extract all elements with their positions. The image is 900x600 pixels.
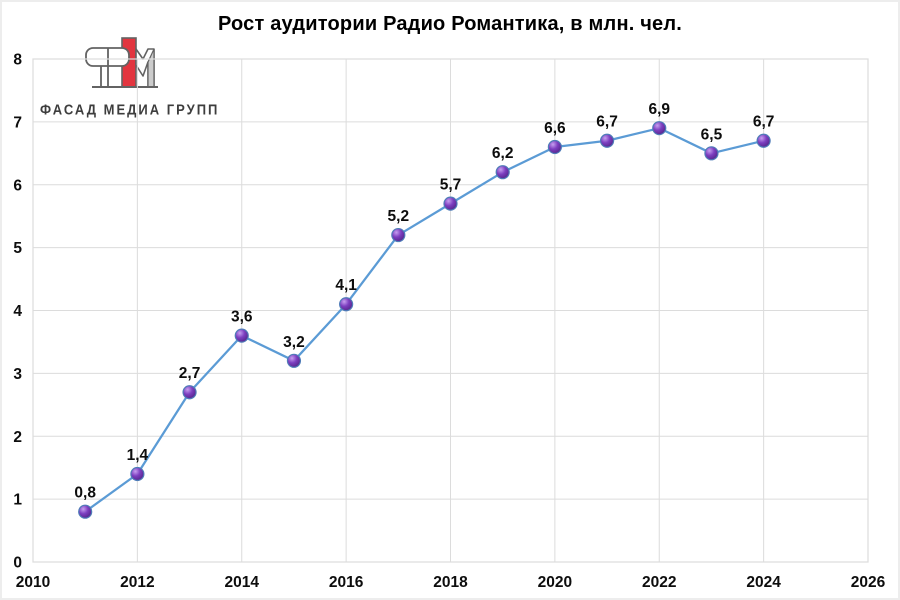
y-axis-tick-label: 0: [13, 555, 22, 572]
series-line: [84, 127, 764, 513]
data-point-label: 6,9: [648, 101, 670, 118]
y-axis-tick-label: 4: [13, 303, 22, 320]
data-point-label: 3,6: [231, 309, 253, 326]
data-point-label: 2,7: [179, 365, 201, 382]
data-point-label: 6,6: [544, 120, 566, 137]
y-axis-tick-label: 1: [13, 492, 22, 509]
series-layer: [78, 121, 771, 519]
x-axis-tick-label: 2024: [746, 574, 781, 591]
data-point-marker: [391, 227, 406, 243]
data-point-label: 5,7: [440, 177, 462, 194]
data-point-label: 5,2: [388, 208, 410, 225]
data-point-marker: [704, 146, 719, 161]
data-point-marker: [599, 133, 615, 148]
x-axis-tick-label: 2016: [329, 574, 364, 591]
data-point-marker: [495, 165, 510, 180]
x-axis-tick-label: 2014: [225, 574, 260, 591]
y-axis-tick-label: 5: [13, 240, 22, 257]
x-axis-tick-label: 2020: [538, 574, 572, 591]
axis-layer: 0 1 2 3 4 5 6 7 8 2010 2012 2014 2016 2018 2020 2022 202…: [13, 52, 885, 592]
y-axis-tick-label: 6: [13, 177, 22, 194]
x-axis-tick-label: 2018: [433, 574, 468, 591]
data-point-marker: [652, 121, 667, 136]
x-axis-tick-label: 2012: [120, 574, 154, 591]
data-point-label: 6,7: [596, 114, 618, 131]
data-point-marker: [130, 466, 145, 482]
grid-layer: [32, 58, 869, 563]
data-point-label: 1,4: [127, 447, 149, 464]
data-point-label: 0,8: [74, 485, 96, 502]
data-point-label: 4,1: [335, 277, 357, 294]
data-point-marker: [78, 504, 93, 519]
logo-text: ФАСАД МЕДИА ГРУПП: [40, 100, 220, 119]
label-layer: 0,8 1,4 2,7 3,6 3,2 4,1 5,2 5,7 6,2 6,6 6,7 6,9 6,5 6…: [74, 101, 774, 502]
y-axis-tick-label: 2: [13, 429, 22, 446]
data-point-marker: [182, 385, 197, 400]
data-point-marker: [339, 297, 354, 312]
x-axis-tick-label: 2026: [851, 574, 886, 591]
data-point-marker: [234, 328, 249, 343]
plot-border: [32, 58, 869, 563]
data-point-label: 6,2: [492, 145, 514, 162]
x-axis-tick-label: 2022: [642, 574, 676, 591]
data-point-marker: [286, 353, 302, 368]
x-axis-tick-label: 2010: [16, 574, 50, 591]
data-point-marker: [756, 133, 771, 148]
y-axis-tick-label: 8: [13, 52, 22, 69]
data-point-label: 6,5: [701, 126, 723, 143]
chart-title: Рост аудитории Радио Романтика, в млн. ч…: [217, 13, 683, 35]
y-axis-tick-label: 7: [13, 114, 22, 131]
data-point-label: 3,2: [283, 334, 305, 351]
data-point-label: 6,7: [753, 114, 775, 131]
data-point-marker: [443, 196, 458, 211]
y-axis-tick-label: 3: [13, 366, 22, 383]
data-point-marker: [547, 139, 562, 155]
